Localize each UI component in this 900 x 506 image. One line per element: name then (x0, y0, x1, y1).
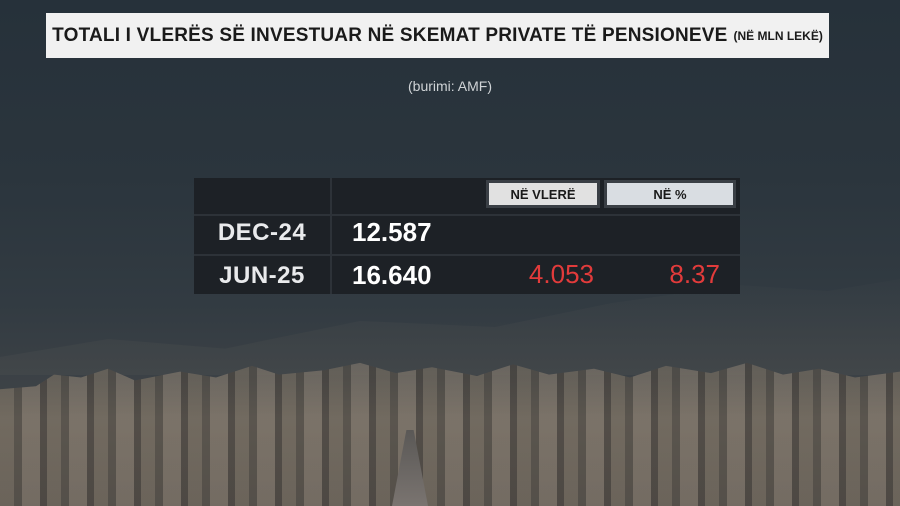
row-change-value-jun25: 4.053 (528, 259, 594, 289)
row-value-dec24: 12.587 (352, 217, 432, 247)
chart-unit: (NË MLN LEKË) (733, 28, 823, 43)
row-divider (194, 254, 740, 256)
header-ne-vlere: NË VLERË (486, 180, 600, 208)
row-value-jun25: 16.640 (352, 260, 432, 290)
data-table: NË VLERË NË % DEC-24 12.587 JUN-25 16.64… (194, 178, 740, 294)
column-divider (330, 178, 332, 294)
header-ne-perqind: NË % (604, 180, 736, 208)
chart-title: TOTALI I VLERËS SË INVESTUAR NË SKEMAT P… (52, 24, 728, 46)
title-bar: TOTALI I VLERËS SË INVESTUAR NË SKEMAT P… (46, 13, 829, 58)
source-note: (burimi: AMF) (408, 78, 492, 94)
row-change-percent-jun25: 8.37 (669, 259, 720, 289)
city-skyline (0, 362, 900, 506)
row-label-dec24: DEC-24 (217, 219, 307, 246)
row-label-jun25: JUN-25 (219, 262, 305, 289)
row-divider (194, 214, 740, 216)
